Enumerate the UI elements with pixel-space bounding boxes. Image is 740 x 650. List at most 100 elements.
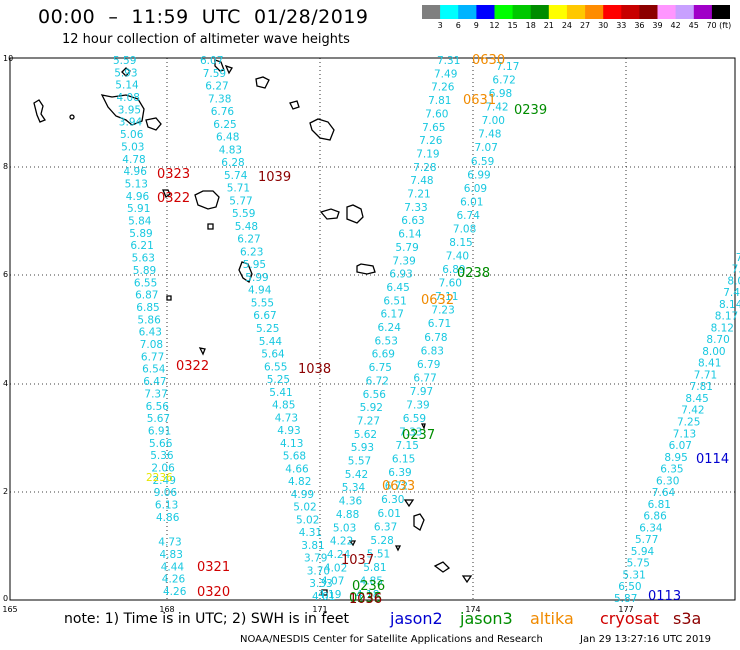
wave-height-value: 7.60 — [439, 278, 462, 290]
pass-label[interactable]: 0632 — [421, 293, 454, 308]
wave-height-value: 5.75 — [627, 558, 650, 570]
wave-height-value: 7.71 — [694, 369, 717, 381]
wave-height-value: 5.77 — [229, 195, 252, 207]
color-scale-label: 24 — [561, 21, 573, 30]
wave-height-value: 4.83 — [219, 144, 242, 156]
wave-height-value: 3.79 — [304, 553, 327, 565]
pass-label[interactable]: 0320 — [197, 585, 230, 600]
color-scale-label: 3 — [437, 21, 443, 30]
wave-height-value: 7.31 — [437, 55, 460, 67]
y-tick-4: 4 — [3, 379, 8, 388]
wave-height-value: 7.42 — [485, 102, 508, 114]
pass-label[interactable]: 0113 — [648, 589, 681, 604]
x-axis-ticks: 165 168 171 174 177 — [2, 605, 633, 614]
wave-height-value: 6.69 — [372, 349, 395, 361]
color-swatch — [675, 5, 695, 19]
x-tick-177: 177 — [618, 605, 633, 614]
pass-label[interactable]: 0235 — [349, 591, 382, 606]
color-swatch — [458, 5, 477, 19]
wave-height-value: 6.21 — [130, 240, 153, 252]
wave-height-value: 7.48 — [478, 129, 501, 141]
wave-height-value: 6.85 — [136, 302, 159, 314]
wave-height-value: 4.88 — [336, 509, 359, 521]
wave-height-value: 6.91 — [148, 426, 171, 438]
color-swatch — [657, 5, 676, 19]
legend-cryosat: cryosat — [600, 609, 660, 628]
wave-height-value: 8.07 — [727, 275, 740, 287]
wave-height-value: 5.74 — [224, 170, 248, 182]
pass-label[interactable]: 1038 — [298, 362, 331, 377]
wave-height-value: 6.59 — [471, 156, 494, 168]
wave-height-value: 7.19 — [416, 148, 439, 160]
wave-height-value: 3.94 — [119, 117, 143, 129]
wave-height-value: 4.02 — [324, 562, 347, 574]
wave-height-value: 7.25 — [677, 417, 700, 429]
wave-height-value: 8.12 — [711, 322, 734, 334]
pass-label[interactable]: 0322 — [157, 191, 190, 206]
wave-height-value: 6.98 — [489, 88, 512, 100]
pass-label[interactable]: 0631 — [463, 93, 496, 108]
color-scale-bar — [422, 5, 730, 19]
color-swatch — [711, 5, 730, 19]
pass-label[interactable]: 0236 — [352, 579, 385, 594]
wave-height-value: 6.01 — [378, 508, 401, 520]
pass-label[interactable]: 0114 — [696, 452, 729, 467]
grid — [10, 58, 735, 600]
pass-label[interactable]: 0239 — [514, 103, 547, 118]
wave-height-value: 4.31 — [299, 527, 322, 539]
wave-height-value: 4.94 — [248, 285, 272, 297]
color-scale-label: 36 — [634, 21, 645, 30]
wave-height-value: 4.82 — [288, 476, 311, 488]
pass-label[interactable]: 0323 — [157, 167, 190, 182]
color-scale-label: 70 (ft) — [706, 21, 732, 30]
pass-label[interactable]: 2236 — [146, 472, 173, 484]
pass-label[interactable]: 0321 — [197, 560, 230, 575]
y-tick-0: 0 — [3, 594, 8, 603]
pass-label[interactable]: 0633 — [382, 479, 415, 494]
wave-height-value: 7.33 — [404, 202, 427, 214]
credit-line: NOAA/NESDIS Center for Satellite Applica… — [240, 634, 543, 645]
wave-height-value: 9.06 — [154, 487, 178, 499]
wave-height-value: 6.01 — [460, 196, 483, 208]
wave-height-value: 6.07 — [200, 55, 223, 67]
color-swatch — [530, 5, 550, 19]
wave-height-value: 3.70 — [307, 566, 330, 578]
pass-label[interactable]: 0322 — [176, 359, 209, 374]
wave-height-value: 6.34 — [639, 522, 663, 534]
page-subtitle: 12 hour collection of altimeter wave hei… — [62, 32, 350, 47]
wave-height-value: 5.25 — [256, 323, 279, 335]
pass-label[interactable]: 0237 — [402, 428, 435, 443]
wave-height-value: 4.19 — [318, 589, 341, 601]
wave-height-value: 5.71 — [227, 183, 250, 195]
wave-height-value: 4.36 — [339, 496, 363, 508]
wave-height-value: 6.35 — [660, 464, 683, 476]
pass-label[interactable]: 0630 — [472, 53, 505, 68]
wave-height-value: 5.93 — [114, 67, 137, 79]
wave-height-value: 2.06 — [151, 463, 175, 475]
wave-height-value: 5.86 — [137, 314, 161, 326]
wave-height-value: 6.09 — [464, 183, 487, 195]
wave-height-value: 6.17 — [381, 309, 404, 321]
wave-height-value: 5.64 — [261, 349, 285, 361]
color-scale-label: 9 — [473, 21, 479, 30]
color-scale-label: 21 — [543, 21, 554, 30]
wave-height-value: 7.38 — [208, 93, 231, 105]
wave-height-value: 7.39 — [406, 400, 429, 412]
color-scale-label: 18 — [525, 21, 536, 30]
wave-height-value: 7.42 — [681, 405, 704, 417]
wave-height-value: 5.63 — [132, 253, 155, 265]
pass-label[interactable]: 1036 — [349, 592, 382, 607]
wave-height-value: 3.95 — [118, 104, 141, 116]
wave-height-value: 6.25 — [213, 119, 236, 131]
pass-label[interactable]: 0238 — [457, 266, 490, 281]
pass-label[interactable]: 1037 — [341, 553, 374, 568]
color-swatch — [603, 5, 622, 19]
island-outlines — [33, 59, 473, 596]
pass-label[interactable]: 1039 — [258, 170, 291, 185]
wave-height-value: 5.03 — [333, 522, 356, 534]
wave-height-value: 4.99 — [291, 489, 314, 501]
wave-height-value: 5.93 — [351, 442, 374, 454]
wave-height-value: 6.37 — [374, 521, 397, 533]
wave-height-value: 5.91 — [127, 203, 150, 215]
wave-height-value: 6.28 — [221, 157, 244, 169]
